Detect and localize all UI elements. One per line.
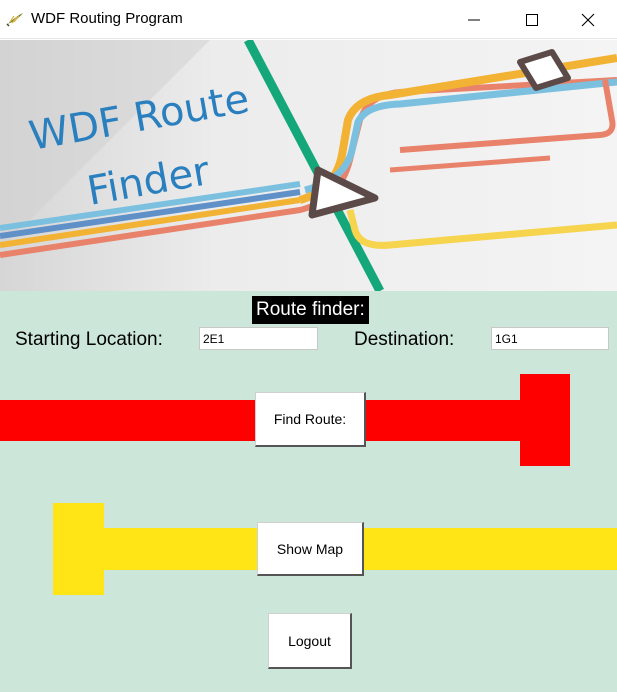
- show-map-button[interactable]: Show Map: [257, 522, 364, 576]
- banner-graphic: WDF Route Finder: [0, 40, 617, 291]
- yellow-route-end-block: [53, 503, 104, 595]
- maximize-button[interactable]: [503, 0, 561, 39]
- feather-app-icon: [6, 10, 24, 28]
- route-finder-heading: Route finder:: [252, 296, 369, 324]
- starting-location-label: Starting Location:: [15, 329, 163, 350]
- close-icon: [581, 13, 595, 26]
- close-button[interactable]: [559, 0, 617, 39]
- red-route-end-block: [520, 374, 570, 466]
- find-route-button[interactable]: Find Route:: [255, 392, 366, 447]
- maximize-icon: [526, 13, 538, 26]
- logout-button[interactable]: Logout: [268, 613, 352, 669]
- starting-location-input[interactable]: [199, 327, 318, 350]
- minimize-button[interactable]: [445, 0, 503, 39]
- route-finder-banner: WDF Route Finder: [0, 40, 617, 291]
- minimize-icon: [468, 19, 480, 20]
- title-bar: WDF Routing Program: [0, 0, 617, 39]
- destination-label: Destination:: [354, 329, 455, 350]
- main-panel: Route finder: Starting Location: Destina…: [0, 291, 617, 692]
- destination-input[interactable]: [491, 327, 609, 350]
- window-title: WDF Routing Program: [31, 10, 183, 27]
